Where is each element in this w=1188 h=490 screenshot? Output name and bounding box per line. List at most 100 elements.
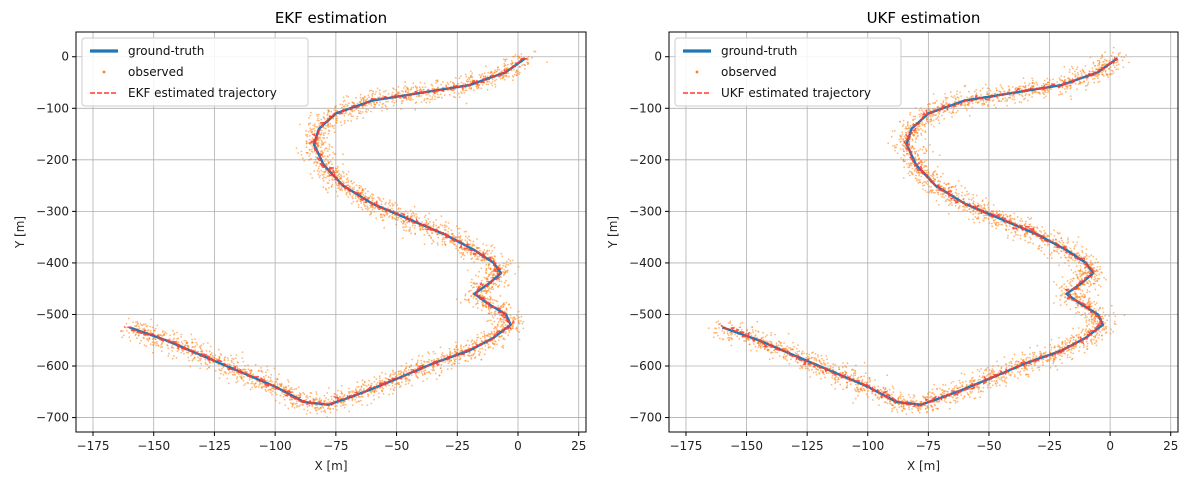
ekf-observed-point	[511, 62, 514, 64]
ekf-observed-point	[206, 368, 209, 370]
ukf-observed-point	[916, 134, 919, 137]
ukf-observed-point	[935, 118, 937, 121]
ukf-observed-point	[1023, 224, 1026, 227]
ukf-observed-point	[1029, 223, 1032, 226]
ekf-observed-point	[359, 388, 362, 391]
ekf-observed-point	[432, 350, 435, 353]
ekf-observed-point	[423, 234, 426, 236]
ukf-observed-point	[908, 141, 910, 144]
ekf-y-tick-label: −300	[36, 204, 69, 218]
ukf-observed-point	[1044, 79, 1046, 82]
ekf-observed-point	[428, 234, 431, 237]
ekf-observed-point	[294, 388, 296, 390]
ukf-observed-point	[952, 109, 955, 111]
ukf-observed-point	[934, 170, 937, 172]
ekf-observed-point	[343, 404, 345, 406]
ekf-observed-point	[327, 398, 330, 401]
ukf-observed-point	[932, 108, 934, 111]
ekf-observed-point	[194, 338, 196, 341]
ukf-observed-point	[1109, 66, 1112, 68]
ekf-observed-point	[322, 186, 325, 189]
ekf-observed-point	[453, 91, 456, 94]
ukf-observed-point	[1040, 246, 1043, 249]
ekf-observed-point	[413, 215, 416, 217]
ukf-observed-point	[1001, 223, 1004, 226]
ekf-legend-entry: ground-truth	[90, 44, 204, 58]
ekf-observed-point	[400, 371, 403, 374]
ekf-observed-point	[217, 348, 220, 351]
ekf-observed-point	[410, 364, 413, 366]
ekf-observed-point	[455, 236, 458, 239]
ukf-observed-point	[1023, 98, 1025, 101]
ukf-observed-point	[1098, 73, 1100, 76]
ukf-observed-point	[1027, 241, 1030, 244]
ukf-observed-point	[936, 176, 939, 179]
ekf-observed-point	[501, 306, 503, 308]
ekf-observed-point	[459, 301, 462, 304]
ukf-observed-point	[920, 163, 923, 166]
ekf-observed-point	[379, 101, 381, 103]
ukf-observed-point	[1099, 265, 1101, 268]
ekf-observed-point	[317, 113, 320, 116]
ekf-observed-point	[480, 340, 483, 342]
ekf-observed-point	[487, 307, 490, 309]
ekf-observed-point	[491, 285, 493, 288]
ukf-observed-point	[1041, 226, 1044, 228]
ukf-observed-point	[1085, 73, 1087, 76]
ukf-observed-point	[973, 90, 976, 93]
ukf-observed-point	[912, 133, 915, 136]
ukf-observed-point	[1043, 97, 1045, 99]
ekf-observed-point	[269, 391, 272, 394]
ukf-observed-point	[920, 127, 922, 130]
ekf-observed-point	[338, 396, 341, 398]
ekf-observed-point	[342, 402, 345, 404]
ekf-observed-point	[461, 253, 464, 256]
ekf-observed-point	[511, 325, 514, 328]
ekf-observed-point	[156, 342, 158, 345]
ekf-observed-point	[506, 271, 509, 274]
ekf-observed-point	[241, 357, 244, 359]
ekf-observed-point	[347, 114, 350, 116]
ukf-observed-point	[1061, 276, 1064, 278]
ukf-observed-point	[925, 122, 927, 125]
ekf-observed-point	[224, 371, 227, 374]
ekf-observed-point	[505, 301, 508, 304]
ekf-observed-point	[499, 319, 501, 322]
ekf-observed-point	[400, 217, 402, 220]
ekf-observed-point	[357, 206, 360, 209]
ekf-observed-point	[335, 119, 338, 122]
ekf-observed-point	[340, 401, 343, 404]
ekf-observed-point	[327, 162, 330, 165]
ekf-observed-point	[244, 383, 247, 385]
ekf-observed-point	[404, 383, 407, 386]
ekf-observed-point	[405, 370, 408, 373]
ekf-observed-point	[172, 333, 175, 336]
ekf-observed-point	[460, 256, 463, 258]
ekf-observed-point	[351, 187, 354, 190]
ekf-observed-point	[350, 180, 353, 183]
ukf-observed-point	[1059, 232, 1061, 235]
ekf-observed-point	[444, 361, 447, 363]
ekf-observed-point	[464, 239, 467, 242]
ukf-observed-point	[932, 93, 935, 95]
ekf-observed-point	[336, 405, 338, 407]
ekf-observed-point	[501, 77, 504, 80]
ekf-observed-point	[139, 323, 142, 325]
ekf-observed-point	[149, 325, 152, 328]
ekf-observed-point	[343, 122, 346, 125]
ekf-observed-point	[465, 80, 468, 83]
ukf-observed-point	[1093, 81, 1096, 84]
ekf-observed-point	[218, 368, 220, 371]
ekf-observed-point	[493, 71, 496, 74]
ukf-observed-point	[918, 109, 921, 112]
ukf-observed-point	[1066, 87, 1069, 90]
ekf-observed-point	[316, 119, 319, 122]
ekf-observed-point	[406, 221, 408, 224]
ekf-observed-point	[485, 297, 487, 300]
ukf-observed-point	[1079, 288, 1082, 291]
ekf-observed-point	[481, 304, 484, 306]
ukf-observed-point	[1050, 257, 1053, 260]
ekf-observed-point	[469, 70, 472, 72]
ukf-observed-point	[1071, 72, 1074, 75]
ekf-observed-point	[394, 218, 397, 221]
